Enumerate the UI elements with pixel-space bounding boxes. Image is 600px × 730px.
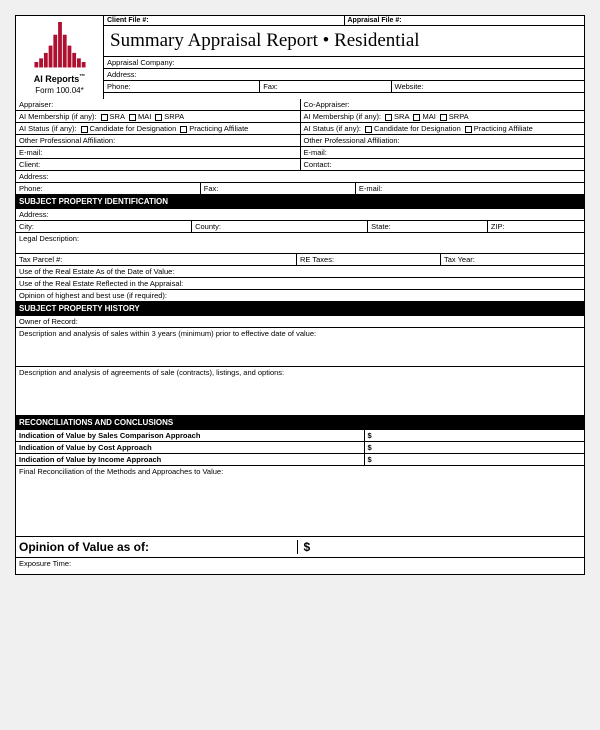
- membership-right: AI Membership (if any):SRAMAISRPA: [301, 111, 585, 122]
- report-title: Summary Appraisal Report • Residential: [104, 26, 584, 57]
- company-address-label: Address:: [104, 69, 584, 80]
- rec-income-label: Indication of Value by Income Approach: [16, 454, 365, 465]
- spi-county: County:: [192, 221, 368, 232]
- rec-cost-label: Indication of Value by Cost Approach: [16, 442, 365, 453]
- spi-re-taxes: RE Taxes:: [297, 254, 441, 265]
- spi-use-reflected: Use of the Real Estate Reflected in the …: [16, 278, 584, 289]
- email-left: E-mail:: [16, 147, 301, 158]
- opinion-dollar: $: [298, 540, 582, 554]
- logo-icon: [30, 22, 90, 72]
- sph-desc1: Description and analysis of sales within…: [16, 328, 584, 366]
- email-right: E-mail:: [301, 147, 585, 158]
- rec-sales-dollar: $: [365, 430, 584, 441]
- sph-desc2: Description and analysis of agreements o…: [16, 367, 584, 415]
- rec-final: Final Reconciliation of the Methods and …: [16, 466, 584, 536]
- appraisal-file-label: Appraisal File #:: [345, 16, 585, 25]
- spi-tax-parcel: Tax Parcel #:: [16, 254, 297, 265]
- other-affil-left: Other Professional Affiliation:: [16, 135, 301, 146]
- logo-form: Form 100.04*: [20, 86, 99, 95]
- client-phone-label: Phone:: [16, 183, 201, 194]
- client-label: Client:: [16, 159, 301, 170]
- form-page: AI Reports™ Form 100.04* Client File #: …: [15, 15, 585, 575]
- opinion-label: Opinion of Value as of:: [19, 540, 298, 554]
- sph-owner: Owner of Record:: [16, 316, 584, 327]
- other-affil-right: Other Professional Affiliation:: [301, 135, 585, 146]
- company-website-label: Website:: [392, 81, 584, 92]
- client-email-label: E-mail:: [356, 183, 584, 194]
- client-address-label: Address:: [16, 171, 584, 182]
- rec-cost-dollar: $: [365, 442, 584, 453]
- spi-legal: Legal Description:: [16, 233, 584, 253]
- spi-zip: ZIP:: [488, 221, 584, 232]
- rec-sales-label: Indication of Value by Sales Comparison …: [16, 430, 365, 441]
- spi-city: City:: [16, 221, 192, 232]
- spi-opinion: Opinion of highest and best use (if requ…: [16, 290, 584, 301]
- co-appraiser-label: Co-Appraiser:: [301, 99, 585, 110]
- membership-left: AI Membership (if any):SRAMAISRPA: [16, 111, 301, 122]
- rec-income-dollar: $: [365, 454, 584, 465]
- company-fax-label: Fax:: [260, 81, 391, 92]
- appraiser-label: Appraiser:: [16, 99, 301, 110]
- spi-tax-year: Tax Year:: [441, 254, 584, 265]
- contact-label: Contact:: [301, 159, 585, 170]
- client-file-label: Client File #:: [104, 16, 345, 25]
- status-right: AI Status (if any):Candidate for Designa…: [301, 123, 585, 134]
- opinion-row: Opinion of Value as of: $: [16, 537, 584, 558]
- appraisal-company-label: Appraisal Company:: [104, 57, 584, 68]
- spi-header: SUBJECT PROPERTY IDENTIFICATION: [16, 195, 584, 209]
- top-right: Client File #: Appraisal File #: Summary…: [104, 16, 584, 99]
- spi-use-asof: Use of the Real Estate As of the Date of…: [16, 266, 584, 277]
- client-fax-label: Fax:: [201, 183, 356, 194]
- sph-header: SUBJECT PROPERTY HISTORY: [16, 302, 584, 316]
- logo-box: AI Reports™ Form 100.04*: [16, 16, 104, 99]
- file-row: Client File #: Appraisal File #:: [104, 16, 584, 26]
- spi-state: State:: [368, 221, 488, 232]
- top-row: AI Reports™ Form 100.04* Client File #: …: [16, 16, 584, 99]
- company-phone-label: Phone:: [104, 81, 260, 92]
- exposure-label: Exposure Time:: [16, 558, 584, 574]
- spi-address: Address:: [16, 209, 584, 220]
- status-left: AI Status (if any):Candidate for Designa…: [16, 123, 301, 134]
- logo-brand: AI Reports™: [20, 74, 99, 84]
- rec-header: RECONCILIATIONS AND CONCLUSIONS: [16, 416, 584, 430]
